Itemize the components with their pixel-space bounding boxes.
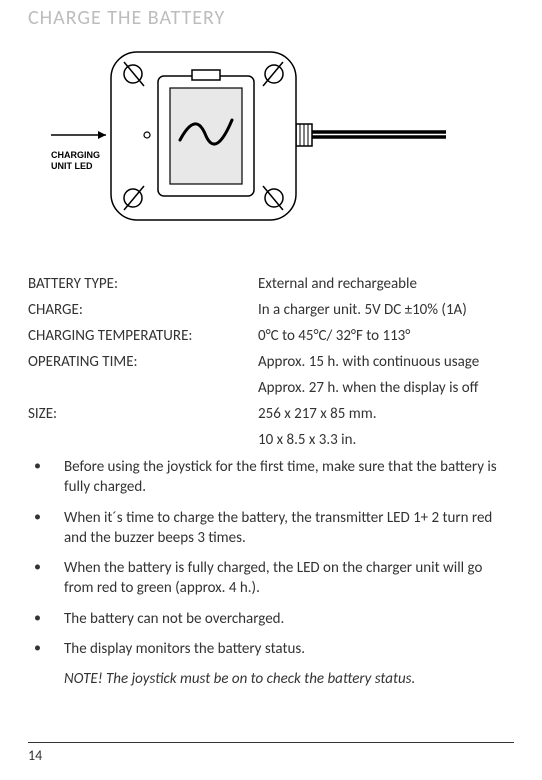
spec-table: BATTERY TYPE: External and rechargeable …: [28, 275, 514, 449]
page-footer: 14: [28, 742, 514, 764]
spec-value: External and rechargeable: [258, 275, 514, 293]
bullet-icon: •: [28, 558, 64, 599]
spec-value: In a charger unit. 5V DC ±10% (1A): [258, 301, 514, 319]
spec-row: Approx. 27 h. when the display is off: [28, 379, 514, 397]
bullet-icon: •: [28, 508, 64, 549]
bullet-icon: •: [28, 457, 64, 498]
bullet-text: When the battery is fully charged, the L…: [64, 558, 514, 599]
spec-row: SIZE: 256 x 217 x 85 mm.: [28, 405, 514, 423]
bullet-list: • Before using the joystick for the firs…: [28, 457, 514, 689]
list-item: • The battery can not be overcharged.: [28, 609, 514, 629]
list-item: NOTE! The joystick must be on to check t…: [28, 669, 514, 689]
bullet-text: The battery can not be overcharged.: [64, 609, 514, 629]
spec-row: OPERATING TIME: Approx. 15 h. with conti…: [28, 353, 514, 371]
list-item: • When it´s time to charge the battery, …: [28, 508, 514, 549]
spec-value: 0°C to 45°C/ 32°F to 113°: [258, 327, 514, 345]
spec-row: BATTERY TYPE: External and rechargeable: [28, 275, 514, 293]
page-number: 14: [28, 747, 42, 764]
bullet-icon: [28, 669, 64, 689]
spec-label: [28, 431, 258, 449]
spec-row: 10 x 8.5 x 3.3 in.: [28, 431, 514, 449]
spec-label: SIZE:: [28, 405, 258, 423]
spec-row: CHARGING TEMPERATURE: 0°C to 45°C/ 32°F …: [28, 327, 514, 345]
spec-label: CHARGE:: [28, 301, 258, 319]
list-item: • Before using the joystick for the firs…: [28, 457, 514, 498]
spec-label: BATTERY TYPE:: [28, 275, 258, 293]
bullet-icon: •: [28, 609, 64, 629]
spec-row: CHARGE: In a charger unit. 5V DC ±10% (1…: [28, 301, 514, 319]
charger-diagram: CHARGING UNIT LED: [46, 40, 514, 245]
bullet-text: Before using the joystick for the first …: [64, 457, 514, 498]
spec-label: [28, 379, 258, 397]
list-item: • When the battery is fully charged, the…: [28, 558, 514, 599]
spec-label: CHARGING TEMPERATURE:: [28, 327, 258, 345]
spec-label: OPERATING TIME:: [28, 353, 258, 371]
spec-value: Approx. 15 h. with continuous usage: [258, 353, 514, 371]
note-text: NOTE! The joystick must be on to check t…: [64, 669, 514, 689]
diagram-label-2: UNIT LED: [51, 161, 93, 171]
spec-value: 10 x 8.5 x 3.3 in.: [258, 431, 514, 449]
bullet-icon: •: [28, 639, 64, 659]
diagram-label-1: CHARGING: [51, 150, 100, 160]
page-title: CHARGE THE BATTERY: [28, 0, 514, 30]
spec-value: 256 x 217 x 85 mm.: [258, 405, 514, 423]
spec-value: Approx. 27 h. when the display is off: [258, 379, 514, 397]
list-item: • The display monitors the battery statu…: [28, 639, 514, 659]
bullet-text: When it´s time to charge the battery, th…: [64, 508, 514, 549]
bullet-text: The display monitors the battery status.: [64, 639, 514, 659]
